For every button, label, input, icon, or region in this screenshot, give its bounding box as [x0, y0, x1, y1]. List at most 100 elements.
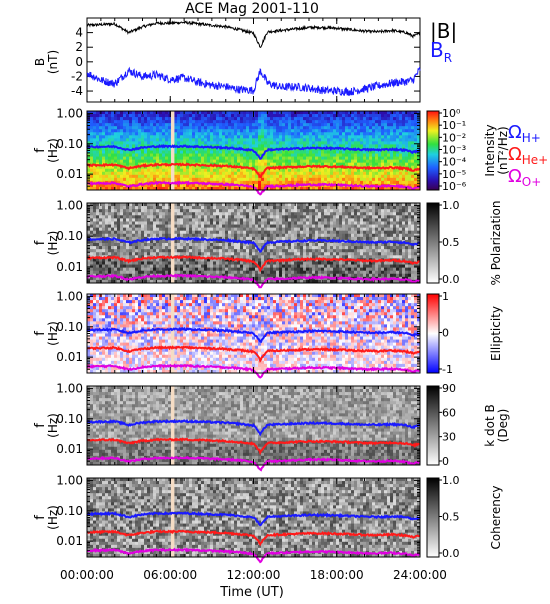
spectrogram-cell	[282, 221, 285, 224]
spectrogram-cell	[288, 172, 291, 175]
spectrogram-cell	[216, 252, 219, 255]
spectrogram-cell	[132, 237, 135, 240]
spectrogram-cell	[372, 228, 375, 231]
spectrogram-cell	[201, 114, 204, 117]
spectrogram-cell	[369, 135, 372, 138]
spectrogram-cell	[336, 243, 339, 246]
spectrogram-cell	[183, 138, 186, 141]
spectrogram-cell	[234, 132, 237, 135]
spectrogram-cell	[147, 117, 150, 120]
spectrogram-cell	[288, 246, 291, 249]
spectrogram-cell	[183, 225, 186, 228]
spectrogram-cell	[147, 138, 150, 141]
spectrogram-cell	[279, 218, 282, 221]
spectrogram-cell	[384, 129, 387, 132]
spectrogram-cell	[258, 178, 261, 181]
spectrogram-cell	[246, 228, 249, 231]
spectrogram-cell	[117, 225, 120, 228]
spectrogram-cell	[324, 215, 327, 218]
spectrogram-cell	[291, 206, 294, 209]
spectrogram-cell	[132, 218, 135, 221]
spectrogram-cell	[204, 252, 207, 255]
spectrogram-cell	[183, 203, 186, 206]
spectrogram-cell	[315, 249, 318, 252]
spectrogram-cell	[390, 249, 393, 252]
spectrogram-cell	[387, 203, 390, 206]
spectrogram-cell	[219, 221, 222, 224]
spectrogram-cell	[315, 132, 318, 135]
spectrogram-cell	[216, 225, 219, 228]
spectrogram-cell	[294, 212, 297, 215]
spectrogram-cell	[174, 135, 177, 138]
spectrogram-cell	[351, 138, 354, 141]
spectrogram-cell	[312, 209, 315, 212]
spectrogram-cell	[126, 234, 129, 237]
spectrogram-cell	[195, 252, 198, 255]
spectrogram-cell	[96, 160, 99, 163]
spectrogram-cell	[345, 209, 348, 212]
spectrogram-cell	[114, 120, 117, 123]
spectrogram-cell	[165, 178, 168, 181]
spectrogram-cell	[330, 138, 333, 141]
spectrogram-cell	[150, 246, 153, 249]
spectrogram-cell	[288, 126, 291, 129]
spectrogram-cell	[228, 228, 231, 231]
spectrogram-cell	[339, 178, 342, 181]
spectrogram-cell	[324, 126, 327, 129]
spectrogram-cell	[183, 249, 186, 252]
spectrogram-cell	[186, 249, 189, 252]
spectrogram-cell	[366, 218, 369, 221]
spectrogram-cell	[153, 120, 156, 123]
spectrogram-cell	[174, 215, 177, 218]
spectrogram-cell	[144, 154, 147, 157]
spectrogram-cell	[306, 151, 309, 154]
spectrogram-cell	[168, 157, 171, 160]
spectrogram-cell	[228, 141, 231, 144]
spectrogram-cell	[117, 221, 120, 224]
spectrogram-cell	[105, 160, 108, 163]
spectrogram-cell	[117, 135, 120, 138]
spectrogram-cell	[234, 206, 237, 209]
spectrogram-cell	[174, 123, 177, 126]
spectrogram-cell	[336, 169, 339, 172]
spectrogram-cell	[360, 252, 363, 255]
spectrogram-cell	[411, 138, 414, 141]
spectrogram-cell	[207, 231, 210, 234]
spectrogram-cell	[138, 206, 141, 209]
spectrogram-cell	[183, 111, 186, 114]
spectrogram-cell	[405, 144, 408, 147]
spectrogram-cell	[249, 135, 252, 138]
spectrogram-cell	[246, 225, 249, 228]
spectrogram-cell	[357, 243, 360, 246]
spectrogram-cell	[186, 246, 189, 249]
spectrogram-cell	[219, 172, 222, 175]
spectrogram-cell	[267, 123, 270, 126]
spectrogram-cell	[177, 240, 180, 243]
spectrogram-cell	[411, 147, 414, 150]
spectrogram-cell	[393, 111, 396, 114]
spectrogram-cell	[324, 234, 327, 237]
spectrogram-cell	[300, 212, 303, 215]
spectrogram-cell	[258, 203, 261, 206]
spectrogram-cell	[96, 141, 99, 144]
spectrogram-cell	[240, 246, 243, 249]
spectrogram-cell	[231, 129, 234, 132]
spectrogram-cell	[111, 123, 114, 126]
spectrogram-cell	[177, 218, 180, 221]
spectrogram-cell	[156, 132, 159, 135]
spectrogram-cell	[282, 249, 285, 252]
spectrogram-cell	[201, 206, 204, 209]
spectrogram-cell	[300, 249, 303, 252]
spectrogram-cell	[231, 141, 234, 144]
spectrogram-cell	[180, 218, 183, 221]
spectrogram-cell	[288, 123, 291, 126]
spectrogram-cell	[339, 129, 342, 132]
spectrogram-cell	[342, 252, 345, 255]
spectrogram-cell	[174, 126, 177, 129]
spectrogram-cell	[324, 249, 327, 252]
spectrogram-cell	[306, 120, 309, 123]
spectrogram-cell	[276, 141, 279, 144]
spectrogram-cell	[243, 123, 246, 126]
spectrogram-cell	[411, 212, 414, 215]
spectrogram-cell	[186, 231, 189, 234]
